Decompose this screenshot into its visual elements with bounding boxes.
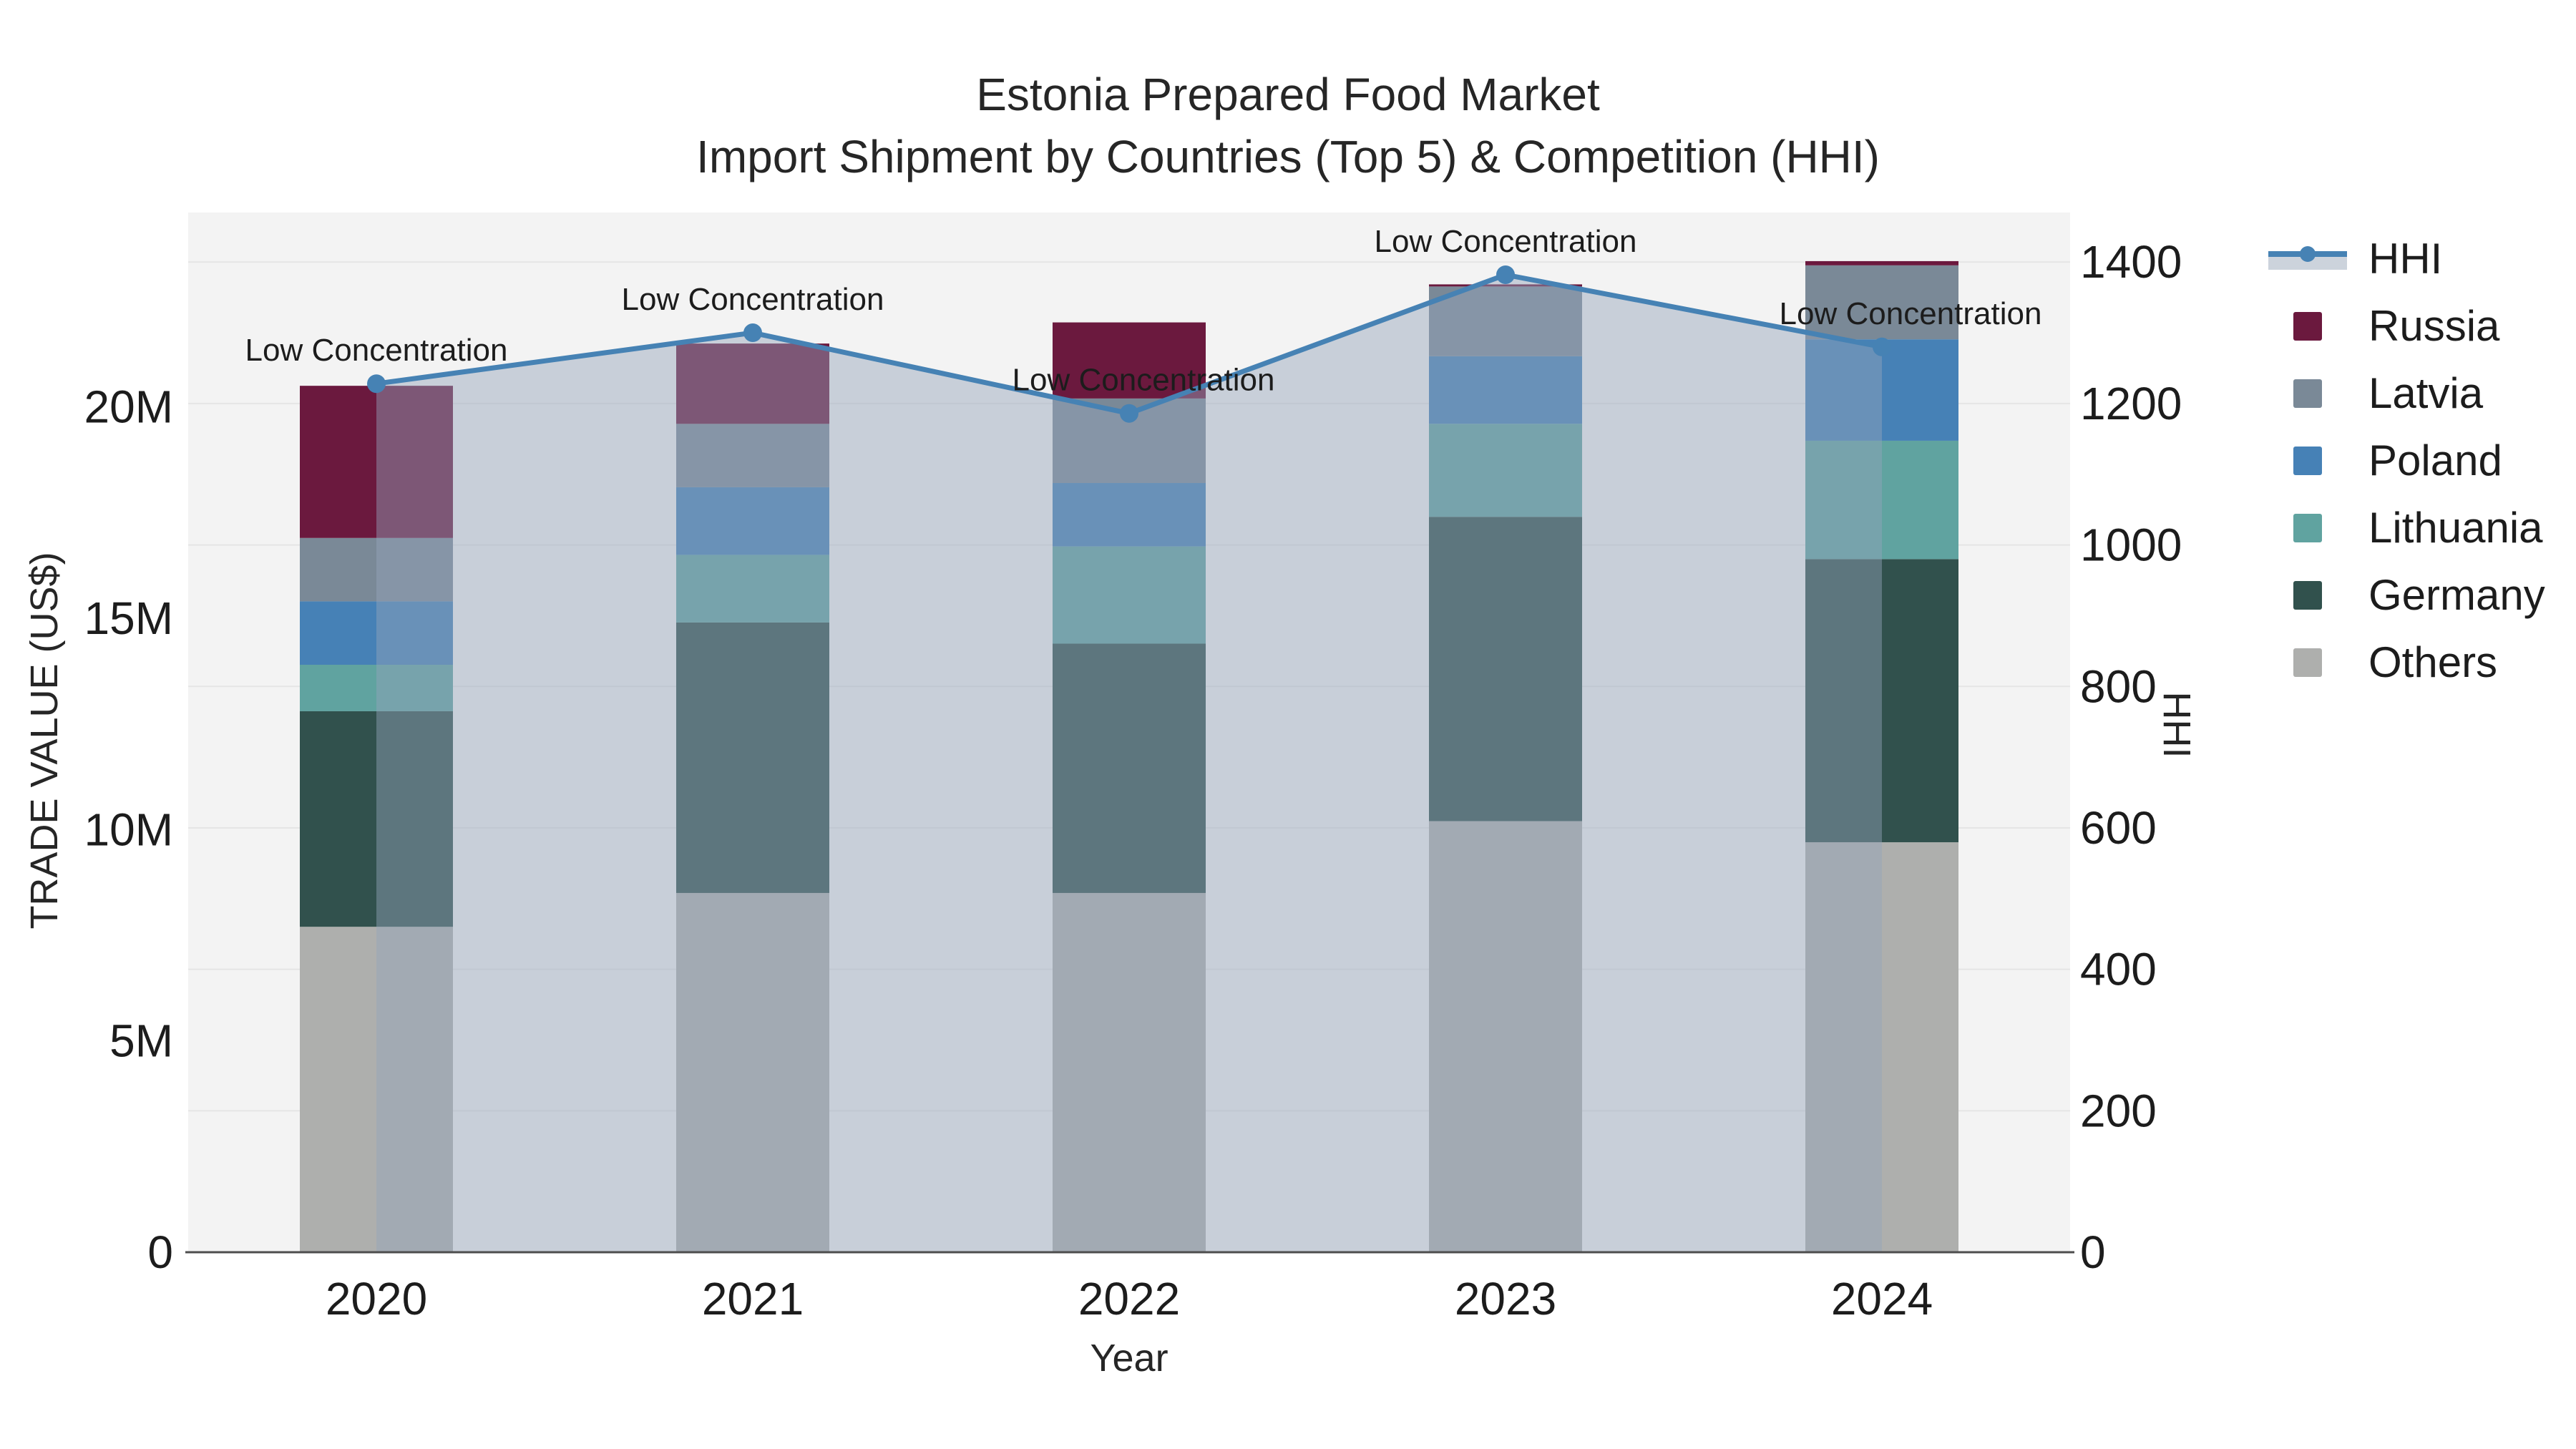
color-swatch (2293, 379, 2322, 408)
right-tick-label: 200 (2080, 1085, 2157, 1136)
color-swatch (2293, 447, 2322, 475)
bar-segment-2021-poland[interactable] (676, 487, 829, 555)
left-tick-label: 5M (109, 1015, 173, 1067)
hhi-point-2021[interactable] (743, 323, 762, 343)
hhi-line-icon (2261, 243, 2354, 275)
bar-segment-2023-russia[interactable] (1429, 284, 1582, 287)
left-tick-label: 10M (84, 804, 174, 855)
annotation-2020: Low Concentration (245, 333, 508, 368)
others-swatch-icon (2261, 648, 2354, 677)
left-tick-label: 0 (147, 1226, 173, 1278)
right-tick-label: 0 (2080, 1226, 2106, 1278)
legend-item-russia[interactable]: Russia (2261, 305, 2545, 348)
bar-segment-2020-lithuania[interactable] (300, 664, 453, 711)
poland-swatch-icon (2261, 447, 2354, 475)
legend-label: Poland (2368, 436, 2502, 484)
x-tick-label-2020: 2020 (326, 1273, 427, 1324)
color-swatch (2293, 581, 2322, 610)
left-tick-label: 15M (84, 592, 174, 644)
bar-segment-2024-germany[interactable] (1805, 559, 1958, 843)
latvia-swatch-icon (2261, 379, 2354, 408)
bar-segment-2024-russia[interactable] (1805, 260, 1958, 265)
legend-item-poland[interactable]: Poland (2261, 439, 2545, 482)
bar-segment-2023-latvia[interactable] (1429, 286, 1582, 356)
hhi-point-2022[interactable] (1120, 404, 1138, 423)
x-tick-label-2021: 2021 (702, 1273, 804, 1324)
right-tick-label: 1400 (2080, 236, 2182, 288)
color-swatch (2293, 312, 2322, 341)
legend-item-lithuania[interactable]: Lithuania (2261, 507, 2545, 550)
bar-segment-2020-others[interactable] (300, 927, 453, 1252)
annotation-2024: Low Concentration (1780, 296, 2042, 331)
right-tick-label: 1000 (2080, 519, 2182, 571)
left-axis-title: TRADE VALUE (US$) (23, 552, 66, 930)
germany-swatch-icon (2261, 581, 2354, 610)
left-tick-label: 20M (84, 381, 174, 433)
legend-label: Latvia (2368, 369, 2484, 417)
bar-segment-2022-others[interactable] (1053, 892, 1206, 1252)
x-axis-title: Year (1090, 1337, 1169, 1380)
legend: HHI Russia Latvia Poland Lithuania Germany Oth… (2261, 238, 2545, 684)
russia-swatch-icon (2261, 312, 2354, 341)
bar-segment-2022-poland[interactable] (1053, 483, 1206, 547)
right-tick-label: 600 (2080, 802, 2157, 854)
bar-segment-2021-germany[interactable] (676, 622, 829, 893)
bar-segment-2023-germany[interactable] (1429, 517, 1582, 821)
bar-segment-2023-others[interactable] (1429, 821, 1582, 1252)
right-tick-label: 800 (2080, 660, 2157, 712)
legend-item-latvia[interactable]: Latvia (2261, 372, 2545, 415)
bar-segment-2020-poland[interactable] (300, 601, 453, 665)
bar-segment-2021-others[interactable] (676, 892, 829, 1252)
bar-segment-2022-germany[interactable] (1053, 643, 1206, 893)
bar-segment-2024-latvia[interactable] (1805, 265, 1958, 340)
legend-item-others[interactable]: Others (2261, 641, 2545, 684)
bar-segment-2024-poland[interactable] (1805, 339, 1958, 441)
legend-label: Russia (2368, 302, 2500, 350)
bar-segment-2024-others[interactable] (1805, 842, 1958, 1252)
annotation-2021: Low Concentration (622, 282, 884, 317)
legend-label: Others (2368, 638, 2498, 686)
bar-segment-2023-poland[interactable] (1429, 356, 1582, 424)
bar-segment-2020-germany[interactable] (300, 711, 453, 927)
x-tick-label-2023: 2023 (1455, 1273, 1556, 1324)
legend-label: Lithuania (2368, 504, 2543, 552)
hhi-point-2024[interactable] (1873, 337, 1891, 356)
hhi-area-fill (376, 274, 1882, 1252)
bar-segment-2020-latvia[interactable] (300, 537, 453, 602)
bar-segment-2020-russia[interactable] (300, 386, 453, 538)
right-axis-title: HHI (2155, 691, 2198, 758)
annotation-2023: Low Concentration (1375, 224, 1637, 259)
bar-segment-2021-lithuania[interactable] (676, 555, 829, 623)
annotation-2022: Low Concentration (1013, 363, 1275, 398)
legend-label: HHI (2368, 235, 2443, 283)
color-swatch (2293, 648, 2322, 677)
lithuania-swatch-icon (2261, 514, 2354, 542)
legend-label: Germany (2368, 571, 2545, 619)
bar-segment-2022-lithuania[interactable] (1053, 546, 1206, 644)
chart-title-line2: Import Shipment by Countries (Top 5) & C… (696, 131, 1880, 182)
legend-item-hhi[interactable]: HHI (2261, 238, 2545, 280)
bar-segment-2021-russia[interactable] (676, 343, 829, 424)
hhi-point-2020[interactable] (367, 374, 386, 394)
bar-segment-2021-latvia[interactable] (676, 424, 829, 487)
x-tick-label-2022: 2022 (1078, 1273, 1180, 1324)
right-tick-label: 400 (2080, 944, 2157, 995)
color-swatch (2293, 514, 2322, 542)
bar-segment-2024-lithuania[interactable] (1805, 440, 1958, 560)
bar-segment-2023-lithuania[interactable] (1429, 424, 1582, 517)
right-tick-label: 1200 (2080, 378, 2182, 429)
bar-segment-2022-russia[interactable] (1053, 322, 1206, 399)
x-tick-label-2024: 2024 (1831, 1273, 1933, 1324)
hhi-legend-sample (2268, 243, 2347, 275)
legend-item-germany[interactable]: Germany (2261, 574, 2545, 617)
chart-title-line1: Estonia Prepared Food Market (976, 69, 1600, 120)
hhi-point-2023[interactable] (1496, 265, 1515, 284)
